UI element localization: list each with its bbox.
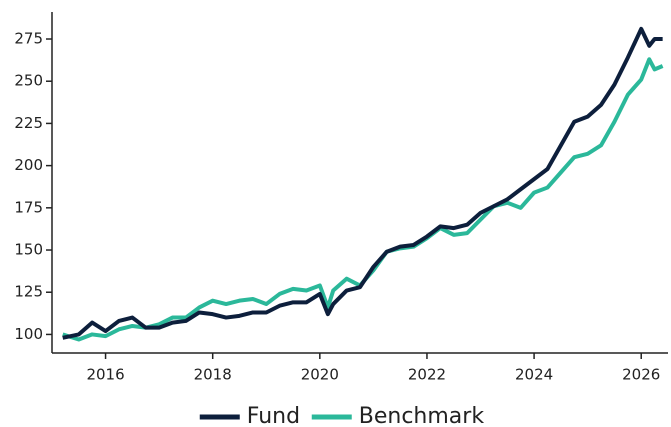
y-tick-label: 150: [14, 241, 43, 259]
y-tick-label: 200: [14, 156, 43, 174]
legend-label: Benchmark: [359, 404, 485, 427]
y-tick-label: 100: [14, 325, 43, 343]
legend-label: Fund: [247, 404, 300, 427]
x-tick-label: 2022: [408, 366, 446, 384]
x-tick-label: 2020: [301, 366, 339, 384]
line-series: [62, 26, 663, 340]
y-tick-label: 250: [14, 72, 43, 90]
y-tick-label: 125: [14, 283, 43, 301]
x-tick-label: 2018: [194, 366, 232, 384]
x-tick-label: 2026: [622, 366, 660, 384]
x-tick-label: 2016: [86, 366, 124, 384]
line-series: [62, 57, 664, 342]
y-tick-label: 275: [14, 30, 43, 48]
y-tick-label: 225: [14, 114, 43, 132]
x-tick-label: 2024: [515, 366, 553, 384]
y-tick-label: 175: [14, 198, 43, 216]
